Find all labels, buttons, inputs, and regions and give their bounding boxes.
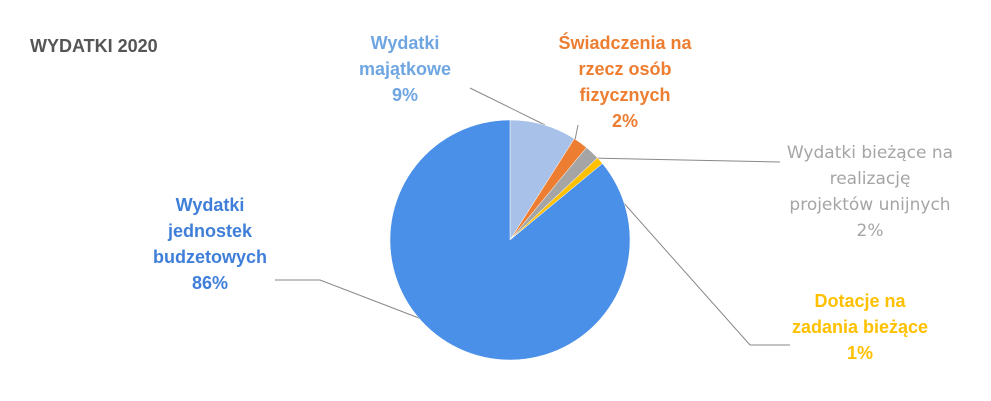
leader-line (589, 164, 790, 346)
leader-line (275, 279, 451, 331)
leader-line (574, 124, 579, 141)
slice-label: Wydatki majątkowe 9% (350, 30, 460, 108)
slice-label: Dotacje na zadania bieżące 1% (780, 288, 940, 366)
slice-value: 2% (856, 221, 884, 241)
slice-value: 1% (846, 343, 873, 363)
slice-name: Świadczenia na rzecz osób fizycznych (558, 33, 692, 105)
slice-label: Wydatki bieżące na realizację projektów … (785, 140, 955, 244)
slice-name: Wydatki jednostek budzetowych (152, 195, 267, 267)
slice-name: Wydatki majątkowe (358, 33, 452, 79)
slice-value: 86% (191, 273, 229, 293)
slice-label: Wydatki jednostek budzetowych 86% (140, 192, 280, 296)
slice-value: 9% (391, 85, 418, 105)
slice-value: 2% (611, 111, 638, 131)
leader-line (469, 87, 546, 126)
slice-name: Dotacje na zadania bieżące (791, 291, 929, 337)
chart-title: WYDATKI 2020 (30, 36, 158, 56)
pie-slice (389, 119, 631, 361)
slice-label: Świadczenia na rzecz osób fizycznych 2% (540, 30, 710, 134)
leader-line (589, 157, 781, 163)
slice-name: Wydatki bieżące na realizację projektów … (786, 143, 954, 215)
